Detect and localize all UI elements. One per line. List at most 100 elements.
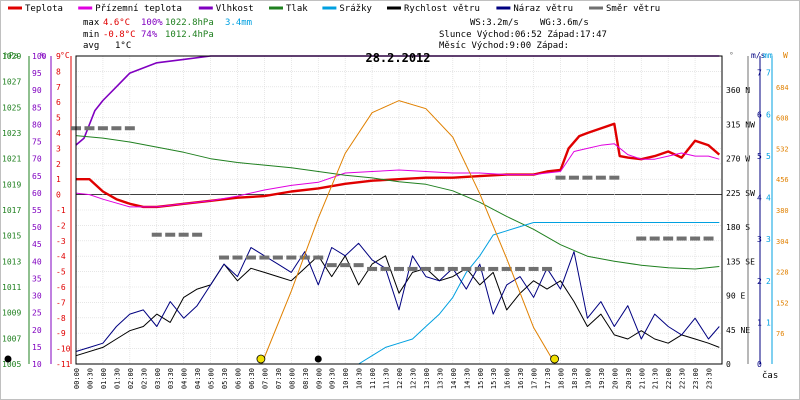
wind-direction-point: [447, 266, 458, 271]
wind-direction-point: [245, 255, 256, 260]
wind-direction-point: [407, 266, 418, 271]
tick-pct: 65: [32, 172, 42, 181]
tick-time: 22:00: [665, 368, 673, 389]
tick-dir: 45 NE: [726, 326, 750, 335]
stats-sun: Slunce Východ:06:52 Západ:17:47: [439, 30, 607, 40]
tick-time: 20:30: [625, 368, 633, 389]
tick-mm: 5: [766, 152, 771, 161]
chart-title: 28.2.2012: [365, 51, 430, 65]
tick-time: 04:30: [194, 368, 202, 389]
tick-time: 13:30: [436, 368, 444, 389]
tick-degc: -9: [56, 329, 66, 338]
tick-mm: 4: [766, 194, 771, 203]
tick-degc: 0: [56, 191, 61, 200]
wind-direction-point: [434, 266, 445, 271]
stats-min-label: min: [83, 30, 99, 40]
wind-direction-point: [501, 266, 512, 271]
wind-direction-point: [219, 255, 230, 260]
tick-time: 19:00: [584, 368, 592, 389]
stats-max-press: 1022.8hPa: [165, 18, 214, 28]
tick-hpa: 1021: [2, 155, 21, 164]
wind-direction-point: [690, 236, 701, 241]
tick-dir: 225 SW: [726, 189, 755, 198]
tick-time: 12:30: [409, 368, 417, 389]
tick-pct: 25: [32, 309, 42, 318]
wind-direction-point: [286, 255, 297, 260]
sunrise-marker: [256, 354, 266, 364]
tick-mm: 3: [766, 235, 771, 244]
tick-time: 07:00: [261, 368, 269, 389]
tick-pct: 45: [32, 240, 42, 249]
tick-pct: 60: [32, 189, 42, 198]
tick-mm: 1: [766, 318, 771, 327]
tick-hpa: 1005: [2, 360, 21, 369]
wind-direction-point: [649, 236, 660, 241]
tick-wm2: 380: [776, 207, 789, 215]
tick-pct: 20: [32, 326, 42, 335]
stats-min-temp: -0.8°C: [103, 30, 136, 40]
wind-direction-point: [165, 232, 176, 237]
tick-dir: 135 SE: [726, 257, 755, 266]
tick-hpa: 1011: [2, 283, 21, 292]
series-p-zemn-teplota: [75, 143, 720, 208]
tick-time: 12:00: [396, 368, 404, 389]
tick-time: 09:00: [315, 368, 323, 389]
tick-time: 11:30: [383, 368, 391, 389]
tick-wm2: 684: [776, 84, 789, 92]
axis-hpa-title: hPa: [4, 51, 19, 60]
series-slune-n-z-en-: [261, 100, 556, 365]
tick-pct: 30: [32, 292, 42, 301]
wind-direction-point: [394, 266, 404, 271]
stats-wind-speed: WS:3.2m/s: [470, 18, 519, 28]
wind-direction-point: [636, 236, 647, 241]
tick-wm2: 152: [776, 299, 789, 307]
tick-hpa: 1013: [2, 257, 21, 266]
tick-time: 05:30: [221, 368, 229, 389]
tick-hpa: 1029: [2, 52, 21, 61]
tick-time: 16:30: [517, 368, 525, 389]
tick-pct: 75: [32, 138, 42, 147]
wind-direction-point: [663, 236, 674, 241]
wind-direction-point: [568, 175, 579, 180]
wind-direction-point: [555, 175, 566, 180]
tick-degc: -11: [56, 360, 71, 369]
wind-direction-point: [313, 255, 324, 260]
axis-ms-title: m/s: [751, 51, 766, 60]
wind-direction-point: [151, 232, 162, 237]
tick-time: 13:00: [423, 368, 431, 389]
tick-time: 08:00: [288, 368, 296, 389]
series-tlak: [75, 135, 720, 270]
tick-time: 02:30: [140, 368, 148, 389]
tick-pct: 85: [32, 103, 42, 112]
tick-degc: -1: [56, 206, 66, 215]
axis-mm-title: mm: [763, 51, 773, 60]
axis-pct-title: %: [40, 51, 45, 60]
series-sm-r-v-tru: [71, 126, 714, 271]
wind-direction-point: [124, 126, 135, 131]
tick-dir: 180 S: [726, 223, 750, 232]
tick-degc: -8: [56, 314, 66, 323]
tick-degc: 5: [56, 114, 61, 123]
wind-direction-point: [84, 126, 95, 131]
axis-wm2-title: W: [783, 51, 788, 60]
legend-label: Rychlost větru: [404, 4, 480, 14]
stats-wind-gust: WG:3.6m/s: [540, 18, 589, 28]
tick-degc: -10: [56, 345, 71, 354]
moon-phase-icon: [4, 355, 12, 363]
tick-time: 10:30: [356, 368, 364, 389]
tick-mm: 7: [766, 69, 771, 78]
wind-direction-point: [488, 266, 499, 271]
tick-time: 14:00: [450, 368, 458, 389]
tick-dir: 270 W: [726, 155, 750, 164]
tick-degc: 4: [56, 129, 61, 138]
tick-wm2: 608: [776, 115, 789, 123]
wind-direction-point: [97, 126, 108, 131]
wind-direction-point: [367, 266, 378, 271]
tick-time: 23:00: [692, 368, 700, 389]
stats-max-label: max: [83, 18, 100, 28]
tick-time: 09:30: [329, 368, 337, 389]
wind-direction-point: [474, 266, 485, 271]
tick-wm2: 456: [776, 176, 789, 184]
stats: max 4.6°C 100% 1022.8hPa 3.4mm min -0.8°…: [83, 18, 607, 51]
left-axes: hPa% °C1005100710091011101310151017101910…: [2, 51, 72, 369]
